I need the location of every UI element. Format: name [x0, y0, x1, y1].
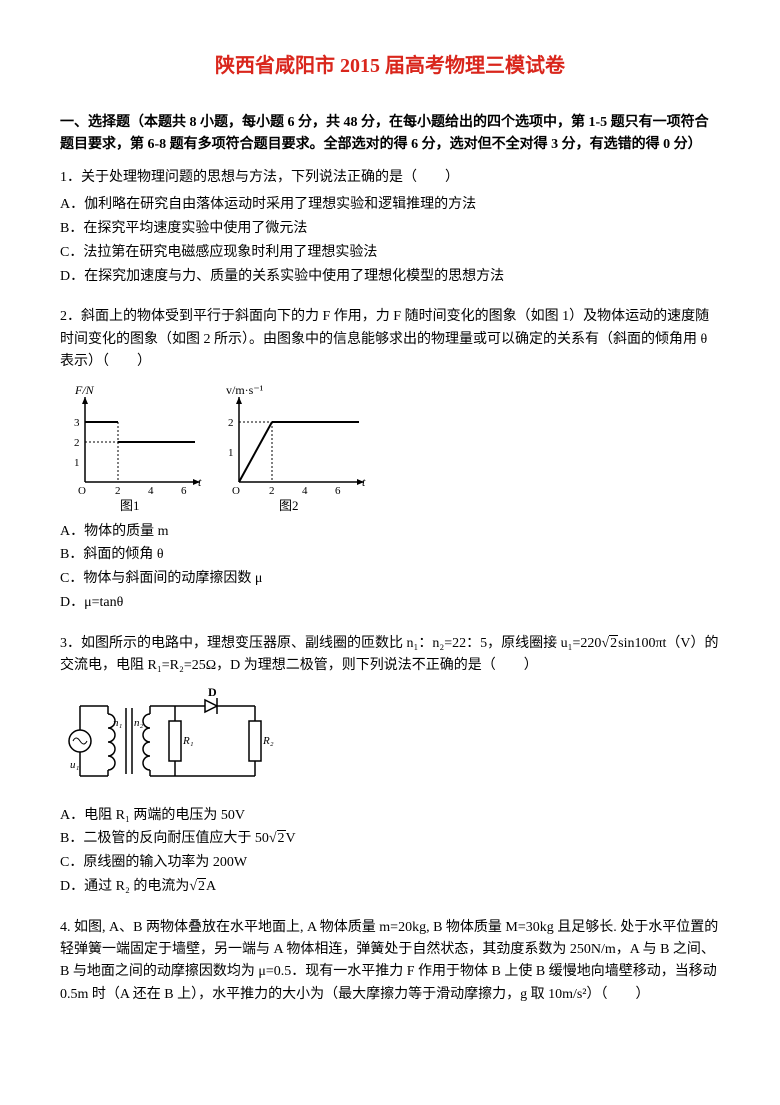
fig1-ytick-3: 3: [74, 417, 80, 429]
svg-text:O: O: [78, 485, 86, 497]
q2-figure-1: F/N 1 2 3 2 4 6 O t 图1: [60, 382, 210, 512]
q2-option-a: A．物体的质量 m: [60, 520, 720, 544]
label-d: D: [208, 686, 217, 699]
q4-stem: 4. 如图, A、B 两物体叠放在水平地面上, A 物体质量 m=20kg, B…: [60, 917, 720, 1007]
fig2-ytick-1: 1: [228, 447, 234, 459]
fig1-ylabel: F/N: [74, 383, 95, 397]
q1-stem: 1．关于处理物理问题的思想与方法，下列说法正确的是（ ）: [60, 167, 720, 189]
q1-option-d: D．在探究加速度与力、质量的关系实验中使用了理想化模型的思想方法: [60, 265, 720, 289]
fig1-xtick-2: 2: [115, 485, 121, 497]
q1-option-a: A．伽利略在研究自由落体运动时采用了理想实验和逻辑推理的方法: [60, 193, 720, 217]
q3-option-b: B．二极管的反向耐压值应大于 502V: [60, 827, 720, 851]
circuit-diagram: u₁ n₁ n₂ R₁: [60, 686, 290, 796]
q2-option-d: D．μ=tanθ: [60, 591, 720, 615]
svg-text:O: O: [232, 485, 240, 497]
q3-option-c: C．原线圈的输入功率为 200W: [60, 851, 720, 875]
fig1-ytick-2: 2: [74, 437, 80, 449]
label-r1: R₁: [182, 735, 194, 747]
q3-stem: 3．如图所示的电路中，理想变压器原、副线圈的匝数比 n₁：n₂=22：5，原线圈…: [60, 633, 720, 678]
fig2-xtick-4: 4: [302, 485, 308, 497]
label-n2: n₂: [134, 717, 144, 729]
q3-circuit: u₁ n₁ n₂ R₁: [60, 686, 720, 796]
q1-option-c: C．法拉第在研究电磁感应现象时利用了理想实验法: [60, 241, 720, 265]
fig2-xtick-6: 6: [335, 485, 341, 497]
q2-stem: 2．斜面上的物体受到平行于斜面向下的力 F 作用，力 F 随时间变化的图象（如图…: [60, 306, 720, 373]
fig1-caption: 图1: [120, 498, 140, 512]
fig2-xlabel: t: [362, 475, 366, 489]
fig1-xtick-6: 6: [181, 485, 187, 497]
section-header: 一、选择题（本题共 8 小题，每小题 6 分，共 48 分，在每小题给出的四个选…: [60, 112, 720, 157]
q2-option-b: B．斜面的倾角 θ: [60, 543, 720, 567]
question-4: 4. 如图, A、B 两物体叠放在水平地面上, A 物体质量 m=20kg, B…: [60, 917, 720, 1007]
label-u1: u₁: [70, 759, 80, 771]
q1-option-b: B．在探究平均速度实验中使用了微元法: [60, 217, 720, 241]
fig2-ytick-2: 2: [228, 417, 234, 429]
fig2-ylabel: v/m·s⁻¹: [226, 383, 264, 397]
label-n1: n₁: [113, 717, 123, 729]
label-r2: R₂: [262, 735, 274, 747]
fig1-xtick-4: 4: [148, 485, 154, 497]
q3-option-d: D．通过 R₂ 的电流为2A: [60, 875, 720, 899]
q2-option-c: C．物体与斜面间的动摩擦因数 μ: [60, 567, 720, 591]
q2-figures: F/N 1 2 3 2 4 6 O t 图1 v/m: [60, 382, 720, 512]
fig2-xtick-2: 2: [269, 485, 275, 497]
question-2: 2．斜面上的物体受到平行于斜面向下的力 F 作用，力 F 随时间变化的图象（如图…: [60, 306, 720, 614]
fig2-caption: 图2: [279, 498, 299, 512]
fig1-xlabel: t: [198, 475, 202, 489]
page-title: 陕西省咸阳市 2015 届高考物理三模试卷: [60, 50, 720, 82]
question-3: 3．如图所示的电路中，理想变压器原、副线圈的匝数比 n₁：n₂=22：5，原线圈…: [60, 633, 720, 899]
fig1-ytick-1: 1: [74, 457, 80, 469]
q3-option-a: A．电阻 R₁ 两端的电压为 50V: [60, 804, 720, 828]
q2-figure-2: v/m·s⁻¹ 1 2 2 4 6 O t 图2: [214, 382, 374, 512]
question-1: 1．关于处理物理问题的思想与方法，下列说法正确的是（ ） A．伽利略在研究自由落…: [60, 167, 720, 289]
